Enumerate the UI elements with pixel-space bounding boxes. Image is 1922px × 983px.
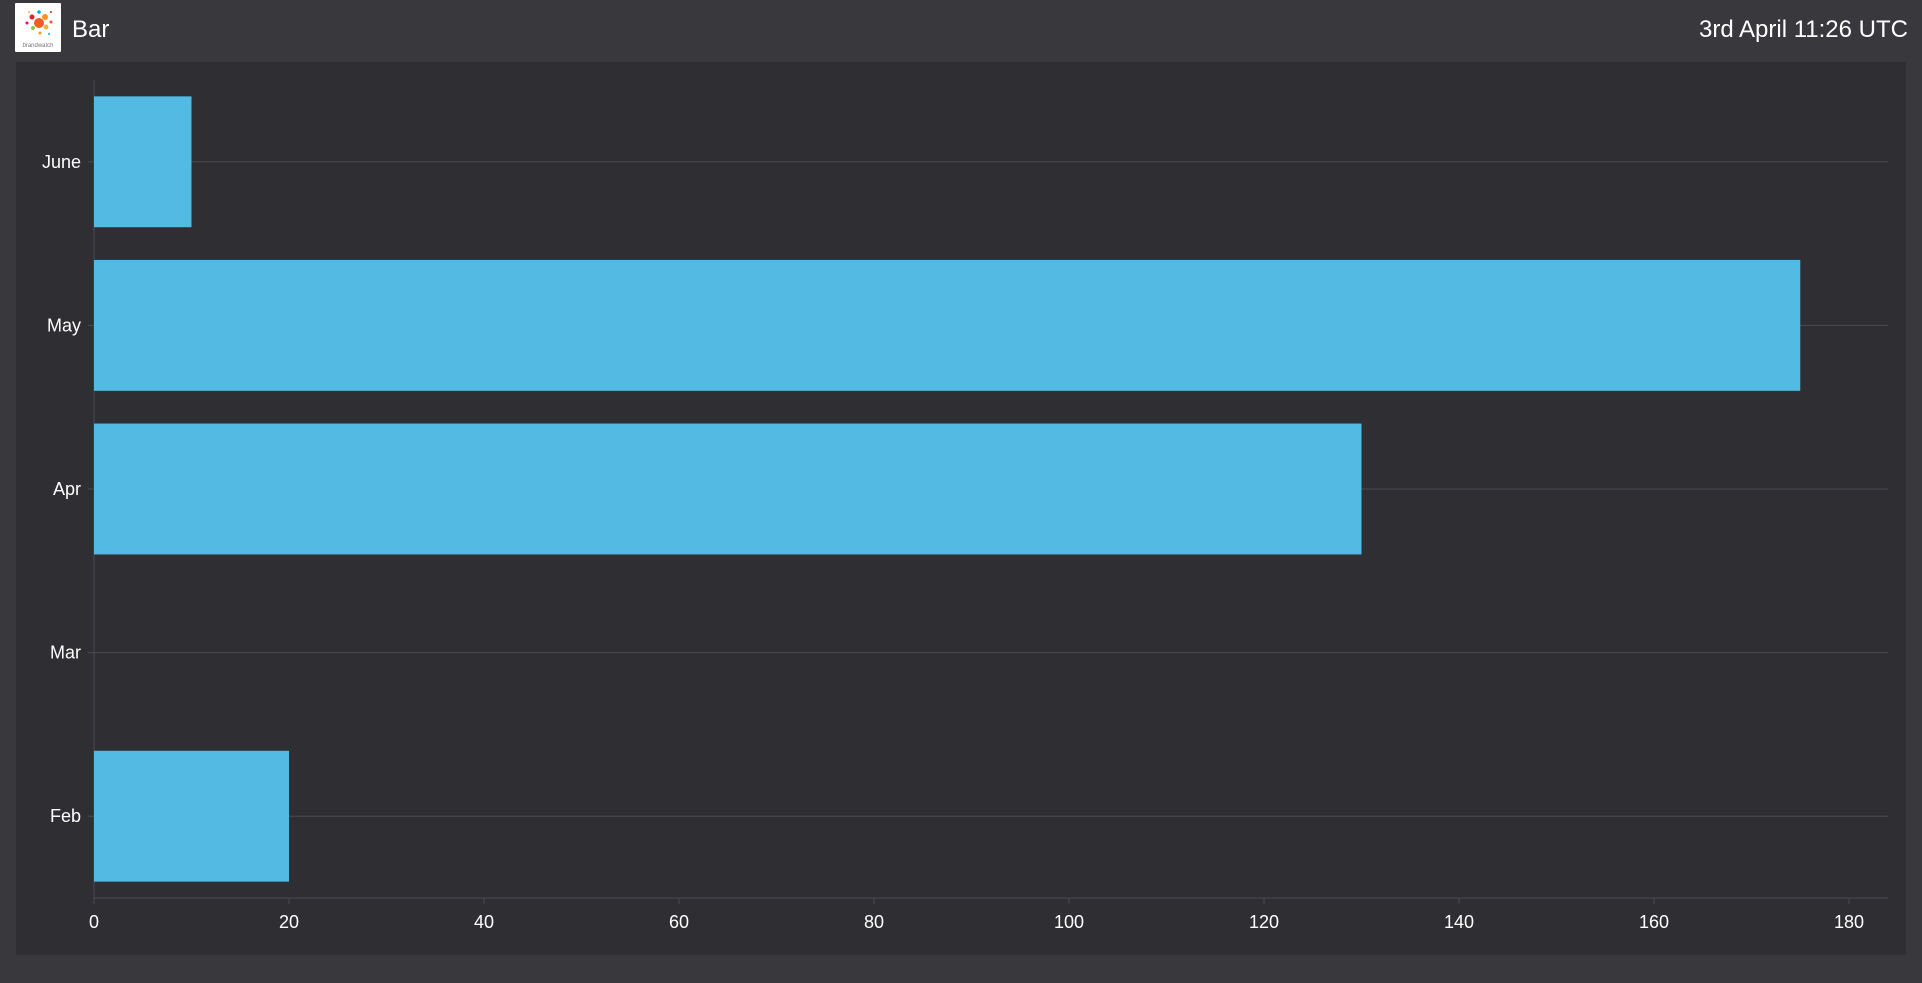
y-tick-label-mar: Mar (50, 643, 81, 663)
x-tick-label-120: 120 (1249, 912, 1279, 932)
x-tick-label-100: 100 (1054, 912, 1084, 932)
x-tick-label-180: 180 (1834, 912, 1864, 932)
bar-chart: June May Apr Mar Feb 0 20 40 60 80 100 120 140 160 180 (42, 80, 1888, 932)
header: brandwatch Bar 3rd April 11:26 UTC (0, 0, 1922, 62)
x-tick-label-140: 140 (1444, 912, 1474, 932)
y-tick-label-apr: Apr (53, 479, 81, 499)
logo-dots-icon (25, 10, 53, 35)
chart-panel: June May Apr Mar Feb 0 20 40 60 80 100 120 140 160 180 (16, 62, 1906, 955)
x-tick-label-60: 60 (669, 912, 689, 932)
bar-june (94, 96, 192, 228)
logo-text: brandwatch (22, 43, 54, 49)
timestamp: 3rd April 11:26 UTC (1699, 16, 1908, 43)
y-tick-label-feb: Feb (50, 806, 81, 826)
x-tick-label-20: 20 (279, 912, 299, 932)
page-title: Bar (72, 16, 110, 43)
bar-apr (94, 423, 1362, 555)
x-tick-label-80: 80 (864, 912, 884, 932)
bar-feb (94, 750, 289, 882)
x-tick-label-40: 40 (474, 912, 494, 932)
y-tick-label-may: May (47, 315, 81, 335)
brandwatch-logo: brandwatch (15, 3, 61, 52)
bar-may (94, 259, 1801, 391)
x-tick-label-0: 0 (89, 912, 99, 932)
x-tick-label-160: 160 (1639, 912, 1669, 932)
y-tick-label-june: June (42, 152, 81, 172)
